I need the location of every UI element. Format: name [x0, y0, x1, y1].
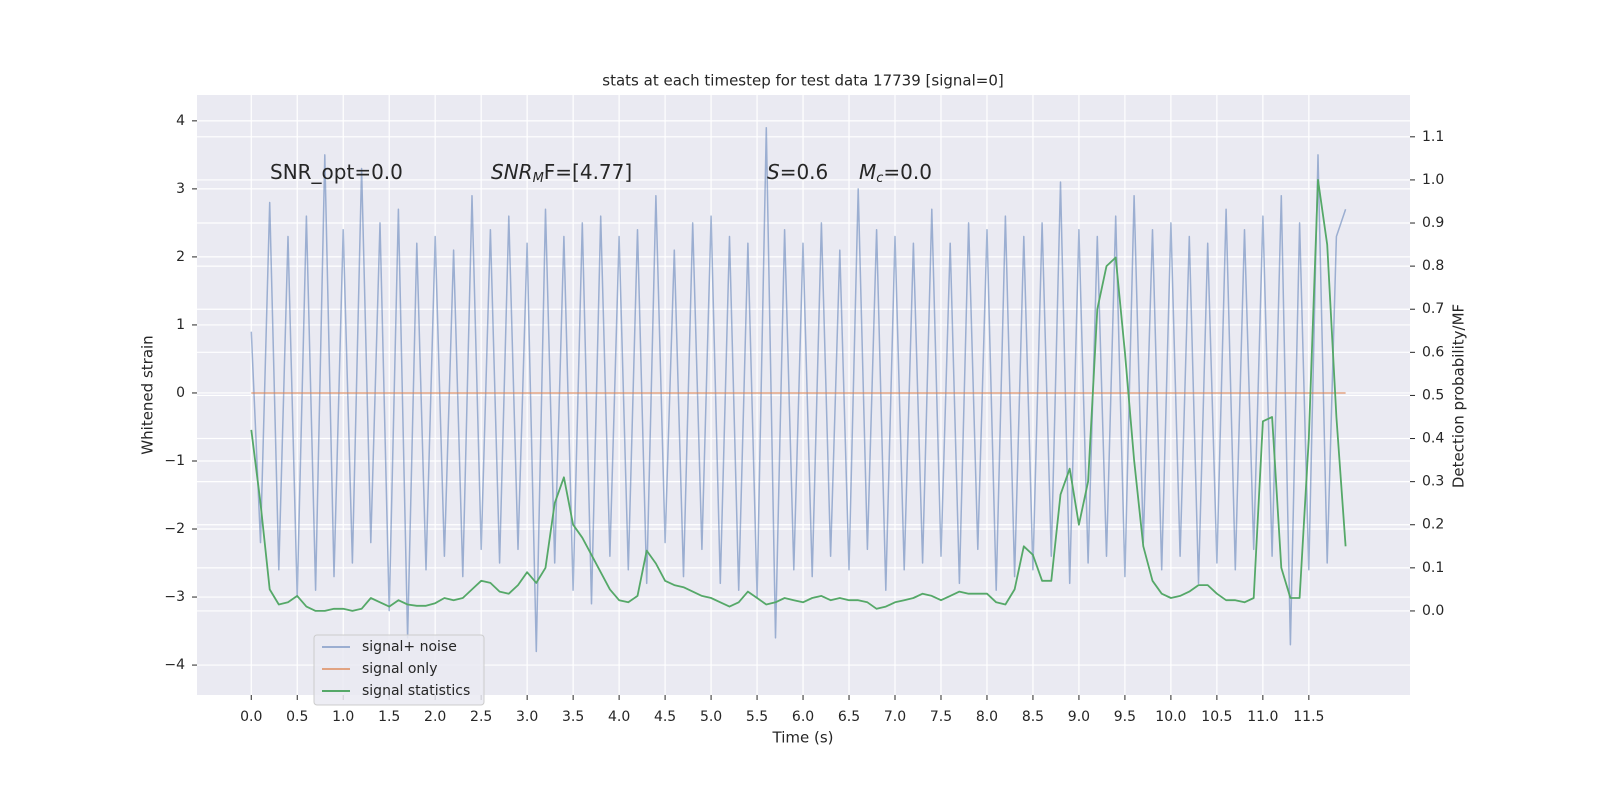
legend-box — [313, 634, 485, 706]
x-tick-label: 9.5 — [1114, 709, 1136, 725]
annotation-sub: c — [876, 171, 883, 186]
y2-tick-label: 0.1 — [1422, 560, 1444, 576]
x-tick-label: 9.0 — [1068, 709, 1090, 725]
annotation-text: F=[4.77] — [544, 160, 632, 184]
annotation: Mc=0.0 — [859, 160, 932, 186]
x-tick-label: 7.0 — [884, 709, 906, 725]
y2-tick-label: 0.8 — [1422, 258, 1444, 274]
y2-tick-label: 0.6 — [1422, 344, 1444, 360]
y-tick-label: 4 — [176, 113, 185, 129]
x-tick-label: 3.5 — [562, 709, 584, 725]
y2-tick-label: 0.4 — [1422, 431, 1444, 447]
y2-tick-label: 0.7 — [1422, 301, 1444, 317]
y2-tick-label: 0.9 — [1422, 215, 1444, 231]
series-line — [250, 126, 1347, 653]
legend-label: signal+ noise — [362, 639, 457, 655]
x-tick-label: 2.0 — [424, 709, 446, 725]
y2-tick-label: 1.1 — [1422, 129, 1444, 145]
legend-label: signal statistics — [362, 683, 470, 699]
annotation-italic: SNR — [491, 160, 533, 184]
x-tick-label: 1.0 — [332, 709, 354, 725]
y-tick-label: 1 — [176, 317, 185, 333]
y2-axis-label: Detection probability/MF — [1450, 304, 1468, 488]
y2-tick-label: 0.5 — [1422, 387, 1444, 403]
x-tick-label: 11.5 — [1293, 709, 1324, 725]
y2-tick-label: 0.3 — [1422, 474, 1444, 490]
annotation: SNR_opt=0.0 — [270, 160, 403, 184]
x-tick-label: 7.5 — [930, 709, 952, 725]
x-tick-label: 8.0 — [976, 709, 998, 725]
legend-label: signal only — [362, 661, 437, 677]
y-tick-label: 0 — [176, 385, 185, 401]
x-tick-label: 0.5 — [286, 709, 308, 725]
series-line — [250, 179, 1347, 612]
y-tick-label: 3 — [176, 181, 185, 197]
chart-title: stats at each timestep for test data 177… — [602, 72, 1003, 90]
x-tick-label: 5.0 — [700, 709, 722, 725]
x-axis-label: Time (s) — [772, 729, 834, 747]
y-tick-label: −2 — [164, 521, 185, 537]
annotation-text: =0.0 — [883, 160, 932, 184]
annotation-sub: M — [533, 171, 544, 186]
y-tick-label: −3 — [164, 589, 185, 605]
x-tick-label: 11.0 — [1247, 709, 1278, 725]
y2-tick-label: 0.2 — [1422, 517, 1444, 533]
y-axis-label: Whitened strain — [139, 335, 157, 454]
annotation-text: SNR_opt=0.0 — [270, 160, 403, 184]
x-tick-label: 4.0 — [608, 709, 630, 725]
y-tick-label: −1 — [164, 453, 185, 469]
y2-tick-label: 1.0 — [1422, 172, 1444, 188]
annotation: SNRMF=[4.77] — [491, 160, 632, 186]
x-tick-label: 1.5 — [378, 709, 400, 725]
x-tick-label: 8.5 — [1022, 709, 1044, 725]
annotation-italic: M — [859, 160, 876, 184]
y2-tick-label: 0.0 — [1422, 603, 1444, 619]
x-tick-label: 3.0 — [516, 709, 538, 725]
annotation-italic: S — [767, 160, 780, 184]
x-tick-label: 2.5 — [470, 709, 492, 725]
x-tick-label: 10.5 — [1201, 709, 1232, 725]
y-tick-label: −4 — [164, 657, 185, 673]
x-tick-label: 6.0 — [792, 709, 814, 725]
annotation: S=0.6 — [767, 160, 828, 184]
y-tick-label: 2 — [176, 249, 185, 265]
x-tick-label: 4.5 — [654, 709, 676, 725]
annotation-text: =0.6 — [780, 160, 829, 184]
x-tick-label: 6.5 — [838, 709, 860, 725]
x-tick-label: 10.0 — [1155, 709, 1186, 725]
x-tick-label: 5.5 — [746, 709, 768, 725]
x-tick-label: 0.0 — [240, 709, 262, 725]
